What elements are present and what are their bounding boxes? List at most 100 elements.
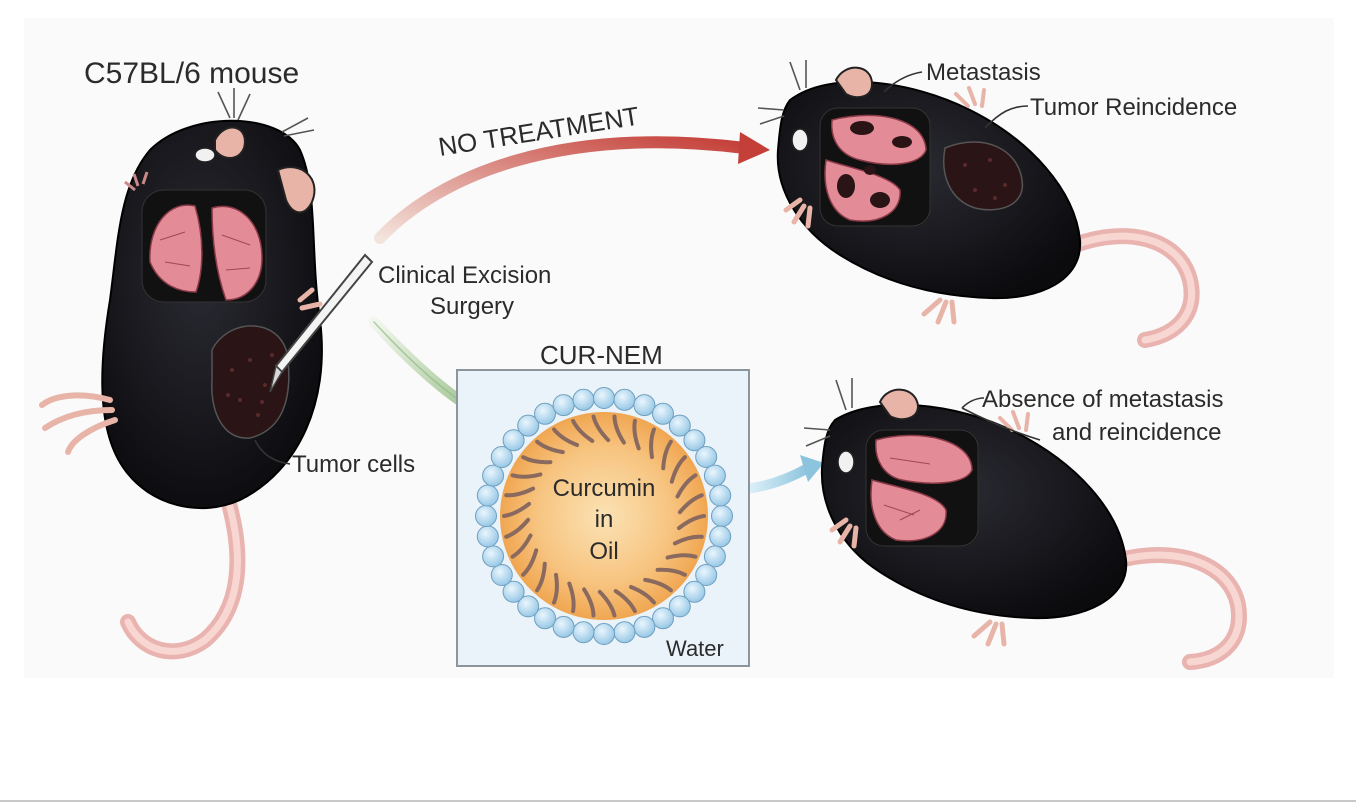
- surfactant-head-bead: [711, 505, 733, 527]
- tumor-cells-label: Tumor cells: [292, 451, 415, 478]
- mouse-healthy-outcome: [803, 378, 1247, 670]
- core-label-line2: in: [595, 506, 614, 533]
- mouse-hind-paw: [39, 392, 118, 455]
- mouse-hind-paw: [297, 287, 323, 311]
- surfactant-head-bead: [703, 464, 726, 487]
- surfactant-tail: [612, 414, 626, 445]
- surfactant-tail: [677, 493, 704, 515]
- surfactant-head-bead: [490, 446, 513, 468]
- surfactant-tail: [629, 585, 656, 605]
- surfactant-head-bead: [482, 464, 505, 487]
- absence-label-line2: and reincidence: [1052, 419, 1221, 446]
- surfactant-head-bead: [552, 615, 575, 638]
- water-label: Water: [666, 636, 724, 661]
- nanoemulsion-droplet: [475, 387, 733, 645]
- surfactant-tail: [567, 581, 576, 614]
- healthy-lung: [875, 434, 973, 484]
- leader-lines: [254, 71, 1041, 465]
- surfactant-tail: [582, 587, 596, 618]
- mouse-ear: [276, 166, 316, 214]
- mouse-eye: [837, 450, 855, 474]
- surfactant-head-bead: [668, 595, 691, 618]
- mouse-metastasis-outcome: [757, 60, 1200, 348]
- surfactant-head-bead: [482, 545, 505, 568]
- surfactant-tail: [521, 548, 539, 577]
- tumor-texture: [226, 353, 274, 417]
- mouse-paw: [124, 171, 149, 192]
- surfactant-head-bead: [517, 595, 540, 618]
- surfactant-head-bead: [593, 623, 615, 645]
- surgery-label-line1: Clinical Excision: [378, 262, 551, 289]
- surfactant-layer: [502, 414, 706, 618]
- right-lung: [211, 205, 263, 301]
- left-lung: [149, 204, 203, 293]
- surfactant-tail: [510, 533, 533, 559]
- surfactant-head-bead: [572, 621, 595, 644]
- surfactant-head-bead: [652, 402, 674, 425]
- leader-tumor-cells: [254, 439, 291, 465]
- outcome-arrow: [747, 463, 813, 493]
- surfactant-tail: [535, 561, 547, 593]
- surfactant-tail: [504, 486, 536, 498]
- surfactant-head-bead: [475, 505, 497, 527]
- bottom-divider: [0, 800, 1356, 802]
- mouse-paw: [829, 517, 859, 549]
- core-label-line3: Oil: [589, 538, 618, 565]
- metastasis-label: Metastasis: [926, 59, 1041, 86]
- surfactant-head-bead: [633, 394, 656, 417]
- surfactant-head-bead: [534, 607, 556, 630]
- surfactant-tail: [649, 427, 656, 460]
- tumor-reincidence-label: Tumor Reincidence: [1030, 94, 1237, 121]
- surfactant-head-bead: [534, 402, 556, 425]
- surfactant-tail: [661, 439, 673, 471]
- mouse-whiskers: [217, 88, 315, 137]
- no-treatment-arrowhead: [738, 132, 770, 164]
- healthy-lung: [870, 479, 947, 542]
- metastasis-nodules: [837, 121, 912, 208]
- outcome-arrowhead: [800, 455, 824, 482]
- surfactant-tail: [591, 414, 611, 443]
- mouse-eye: [791, 128, 809, 152]
- no-treatment-arrow: [374, 136, 751, 244]
- mouse-untreated-with-tumor: [39, 88, 323, 660]
- surfactant-tail: [632, 418, 641, 451]
- surfactant-head-bead: [709, 525, 732, 548]
- surfactant-tail: [502, 501, 531, 518]
- surfactant-head-bead: [502, 429, 525, 452]
- surfactant-tail: [510, 472, 543, 479]
- core-label-line1: Curcumin: [553, 475, 656, 502]
- surfactant-tail: [672, 534, 704, 546]
- oil-core: [500, 412, 708, 620]
- mouse-paw: [971, 619, 1007, 647]
- mouse-strain-label: C57BL/6 mouse: [84, 57, 299, 90]
- surfactant-head-bead: [502, 580, 525, 603]
- surfactant-head-bead: [683, 580, 706, 603]
- mouse-paw: [921, 297, 957, 325]
- mouse-ear: [214, 126, 246, 159]
- surfactant-head-bead: [709, 484, 732, 507]
- surfactant-tail: [535, 439, 565, 455]
- surfactant-head-bead: [572, 388, 595, 411]
- surfactant-head-bead: [683, 429, 706, 452]
- surfactant-head-bead: [633, 615, 656, 638]
- mouse-ear: [878, 388, 920, 421]
- surfactant-tail: [677, 514, 706, 531]
- surfactant-head-bead: [695, 446, 718, 468]
- surfactant-head-bead: [668, 414, 691, 437]
- absence-label-line1: Absence of metastasis: [982, 386, 1223, 413]
- surfactant-head-bead: [613, 621, 636, 644]
- surfactant-tail: [504, 517, 531, 539]
- surfactant-tail: [552, 427, 579, 447]
- surfactant-head-bead: [613, 388, 636, 411]
- surfactant-head-bead: [476, 484, 499, 507]
- surfactant-head-bead: [593, 387, 615, 409]
- surfactant-head-ring: [475, 387, 733, 645]
- surfactant-tail: [655, 567, 687, 577]
- tumor-window: [211, 325, 290, 439]
- reincidence-tumor: [943, 141, 1024, 211]
- surfactant-head-bead: [695, 564, 718, 586]
- surfactant-head-bead: [552, 394, 575, 417]
- surfactant-tail: [669, 455, 687, 484]
- surfactant-tail: [613, 589, 637, 614]
